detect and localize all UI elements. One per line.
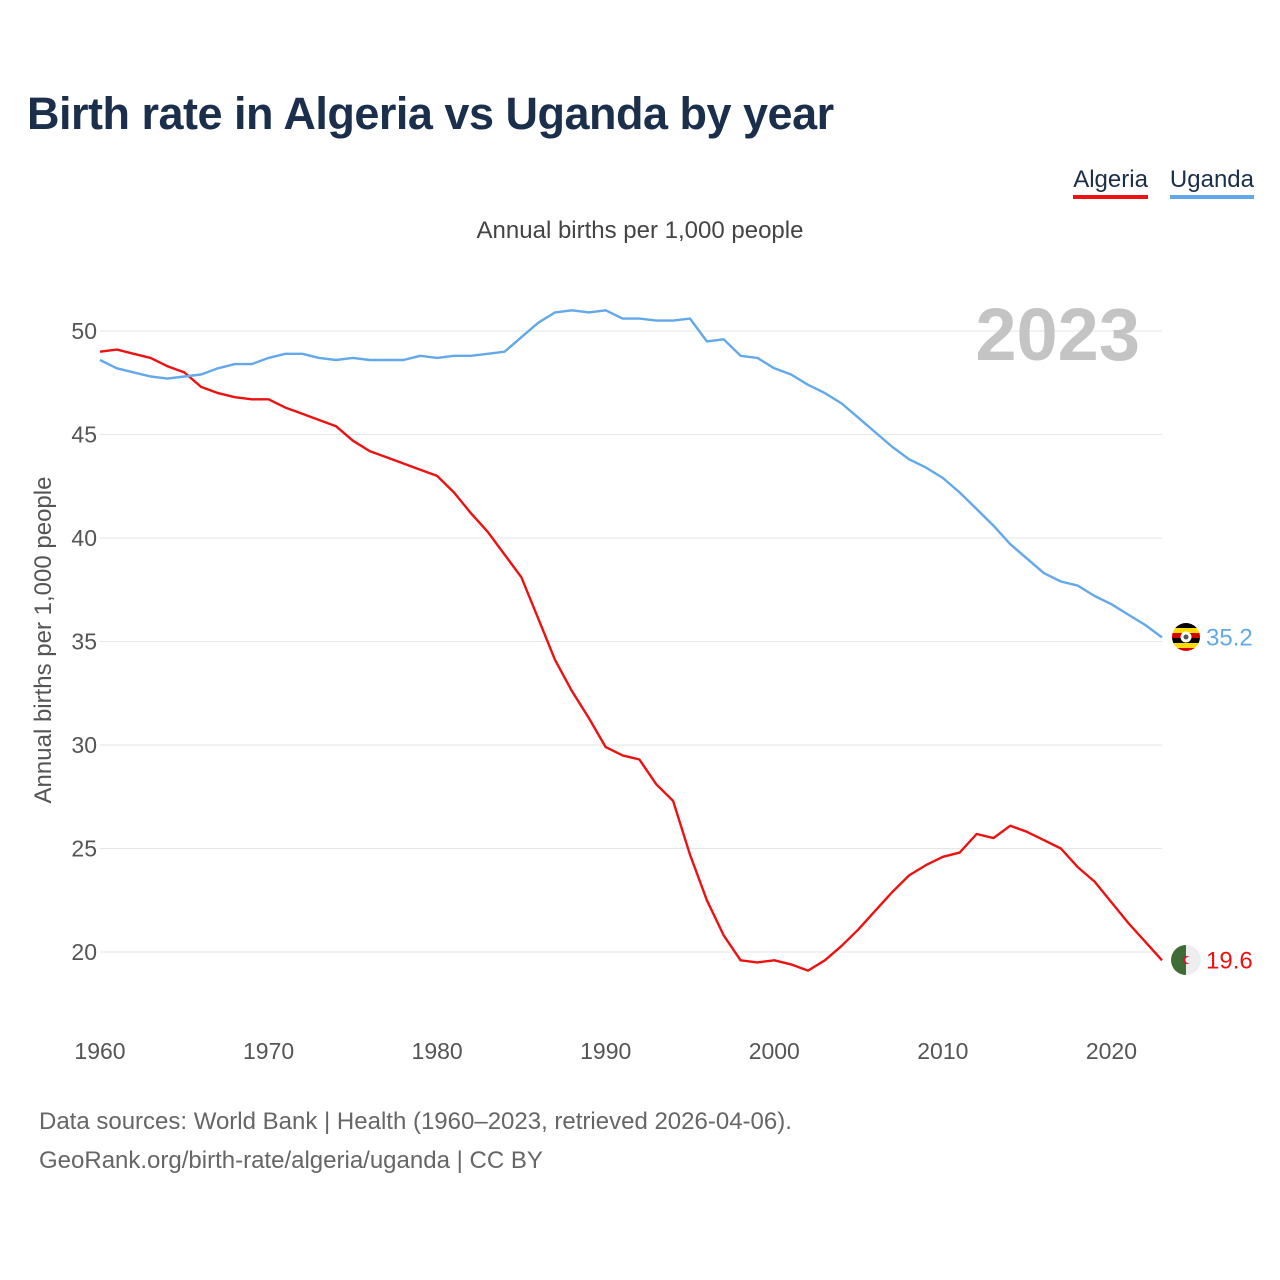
legend-item-uganda[interactable]: Uganda — [1169, 166, 1254, 199]
legend: Algeria Uganda — [1073, 166, 1254, 199]
algeria-flag-icon — [1171, 945, 1201, 975]
x-tick-label: 2010 — [917, 1038, 968, 1064]
x-tick-label: 2000 — [749, 1038, 800, 1064]
y-tick-label: 35 — [71, 629, 97, 655]
x-tick-label: 2020 — [1086, 1038, 1137, 1064]
x-tick-label: 1980 — [412, 1038, 463, 1064]
series-line-algeria[interactable] — [99, 348, 1163, 972]
y-tick-label: 30 — [71, 732, 97, 758]
x-tick-label: 1970 — [243, 1038, 294, 1064]
end-value-label-algeria: 19.6 — [1206, 947, 1253, 974]
current-year-watermark: 2023 — [975, 293, 1140, 376]
source-note: Data sources: World Bank | Health (1960–… — [39, 1108, 792, 1135]
series-line-uganda[interactable] — [99, 309, 1163, 639]
legend-item-algeria[interactable]: Algeria — [1073, 166, 1148, 199]
x-tick-label: 1960 — [74, 1038, 125, 1064]
chart-subtitle: Annual births per 1,000 people — [476, 217, 804, 244]
y-tick-label: 25 — [71, 836, 97, 862]
y-tick-label: 50 — [71, 318, 97, 344]
uganda-flag-icon — [1172, 623, 1200, 651]
y-tick-label: 40 — [71, 525, 97, 551]
y-tick-label: 45 — [71, 422, 97, 448]
end-value-label-uganda: 35.2 — [1206, 624, 1253, 651]
y-tick-label: 20 — [71, 939, 97, 965]
chart-title: Birth rate in Algeria vs Uganda by year — [27, 88, 834, 139]
x-tick-label: 1990 — [580, 1038, 631, 1064]
source-link[interactable]: GeoRank.org/birth-rate/algeria/uganda | … — [39, 1147, 543, 1174]
